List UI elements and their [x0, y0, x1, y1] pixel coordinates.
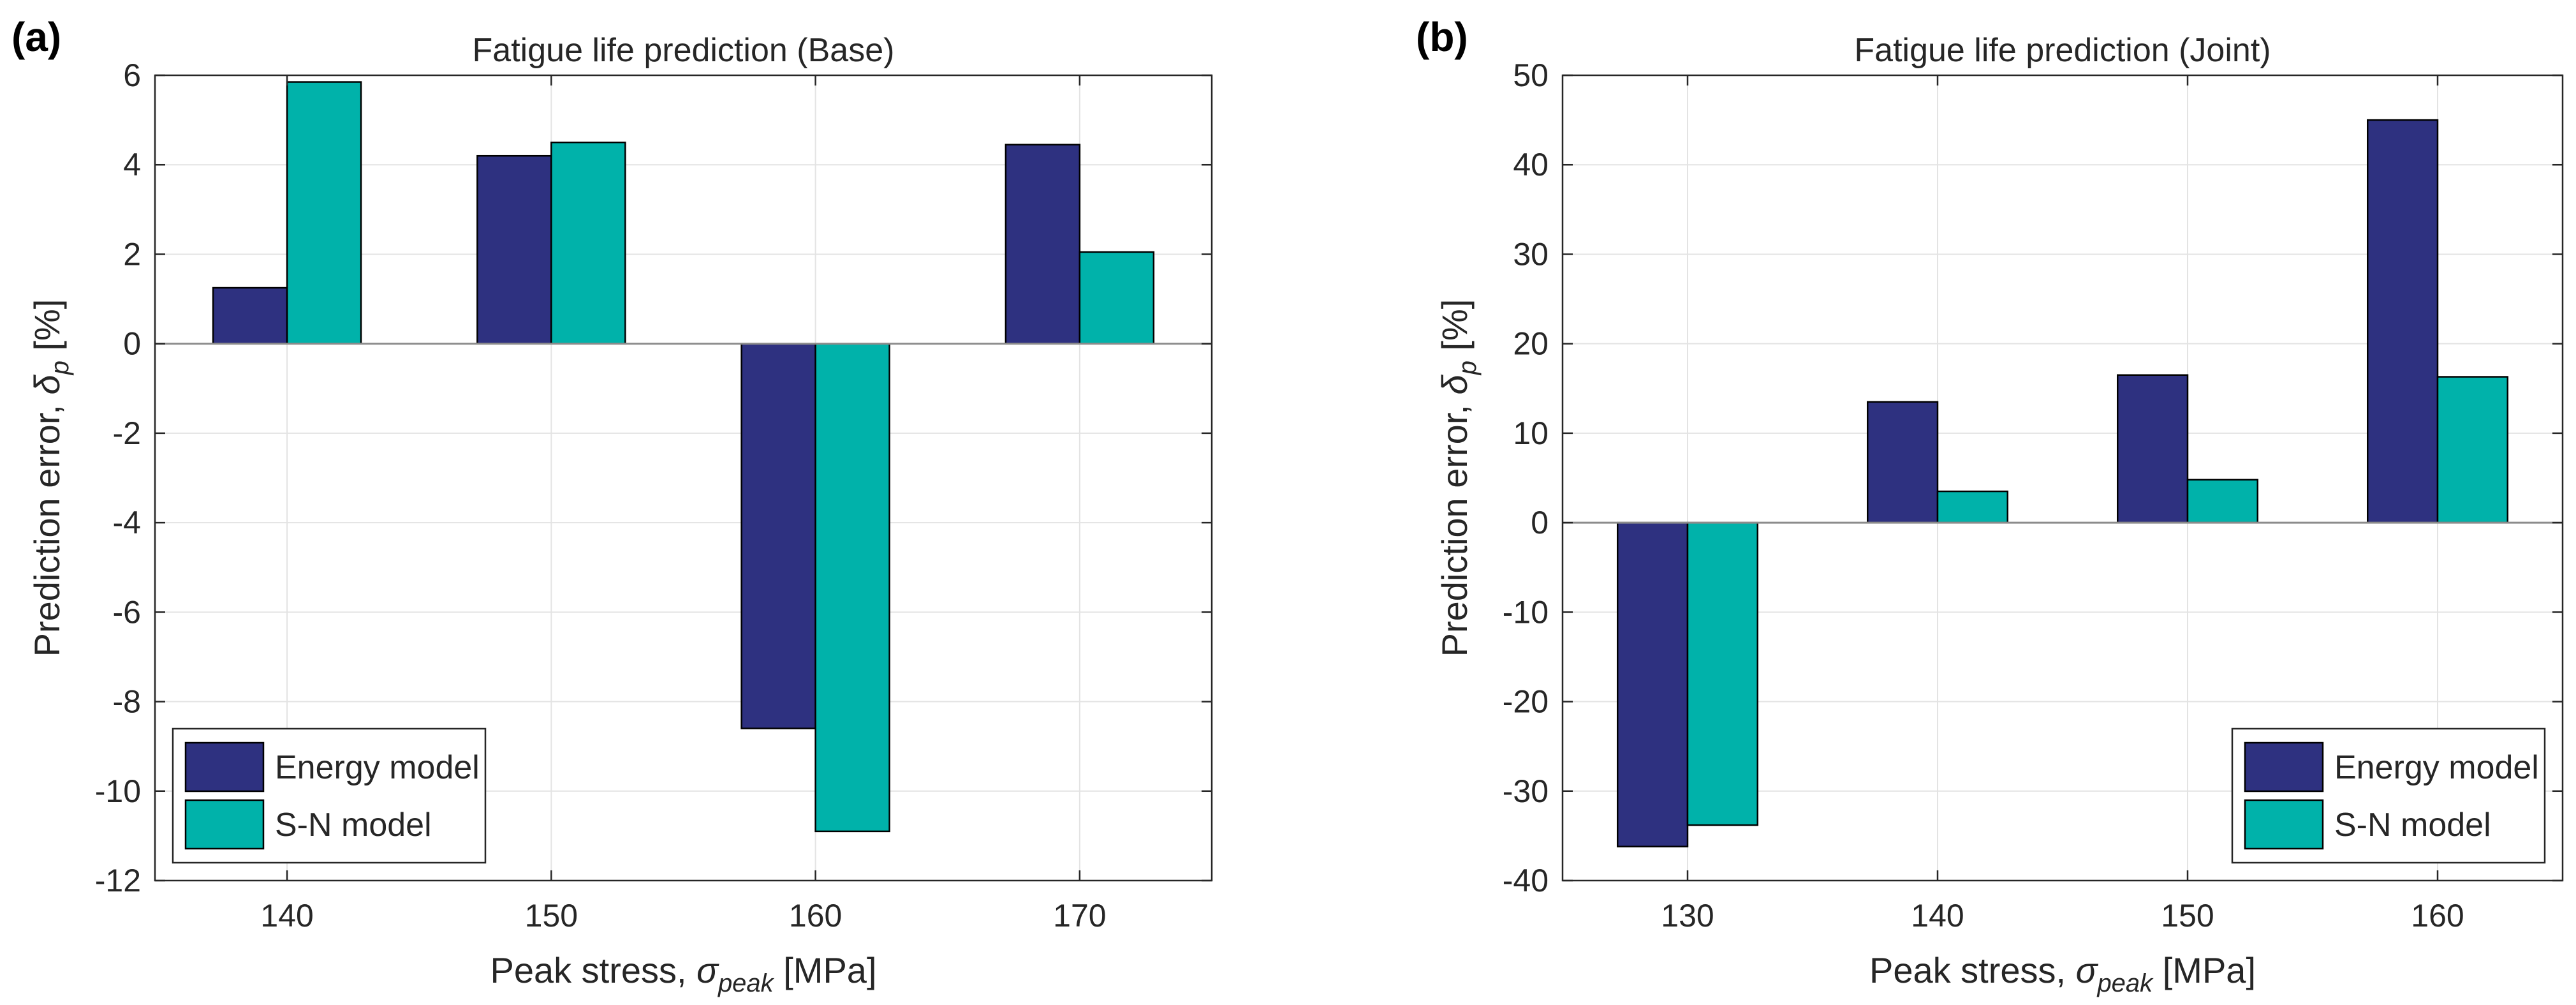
y-axis-label-unit: [%]: [1434, 299, 1475, 361]
legend: Energy model S-N model: [172, 727, 487, 864]
y-axis-label-text: Prediction error,: [27, 395, 67, 657]
y-tick-label: -20: [1503, 684, 1549, 720]
bar-s-n-model-150: [2186, 479, 2259, 524]
x-axis-label-symbol: σ: [2076, 950, 2099, 990]
y-axis-label: Prediction error, δp [%]: [27, 299, 74, 657]
bar-s-n-model-160: [2436, 376, 2509, 524]
y-axis-label-symbol: δ: [27, 375, 67, 395]
x-axis-label-text: Peak stress,: [1869, 950, 2076, 990]
y-axis-label: Prediction error, δp [%]: [1434, 299, 1482, 657]
y-tick-label: 6: [123, 57, 141, 93]
bar-energy-model-130: [1616, 521, 1689, 847]
x-axis-label: Peak stress, σpeak [MPa]: [490, 950, 876, 997]
x-tick-label: 150: [2161, 898, 2214, 934]
y-tick-label: 0: [123, 326, 141, 362]
x-axis-label-subscript: peak: [2096, 969, 2154, 997]
y-tick-label: -8: [113, 684, 141, 720]
x-tick-label: 140: [1911, 898, 1964, 934]
legend-swatch: [2244, 741, 2324, 793]
bar-s-n-model-160: [814, 343, 890, 833]
y-tick-label: -10: [95, 773, 141, 809]
y-tick-label: -2: [113, 415, 141, 451]
y-tick-label: 40: [1513, 147, 1549, 182]
bar-energy-model-140: [1866, 401, 1939, 524]
chart-title: Fatigue life prediction (Base): [473, 32, 895, 69]
legend-label: Energy model: [2334, 749, 2539, 786]
x-axis-label-text: Peak stress,: [490, 950, 696, 990]
legend-label: S-N model: [2334, 807, 2491, 844]
bar-energy-model-160: [2366, 119, 2439, 524]
x-axis-label-symbol: σ: [696, 950, 719, 990]
legend-swatch: [2244, 799, 2324, 850]
bar-energy-model-140: [212, 287, 288, 345]
x-axis-label: Peak stress, σpeak [MPa]: [1869, 950, 2256, 997]
bars: [212, 81, 1155, 833]
x-axis-label-unit: [MPa]: [774, 950, 877, 990]
axes-box: [154, 74, 1213, 882]
legend-swatch: [184, 799, 265, 850]
y-tick-label: 50: [1513, 57, 1549, 93]
bar-s-n-model-150: [550, 141, 626, 345]
chart-panel-1: (b) -40 -30 -20 -10 0 10 20 30 40 50 130 140 150 160 Fa…: [1416, 14, 2564, 997]
y-axis-label-symbol: δ: [1434, 375, 1475, 395]
y-tick-label: 4: [123, 147, 141, 182]
y-axis-label-subscript: p: [46, 361, 74, 375]
y-tick-label: 20: [1513, 326, 1549, 362]
chart-title: Fatigue life prediction (Joint): [1854, 32, 2271, 69]
y-tick-label: -40: [1503, 863, 1549, 898]
y-axis-label-unit: [%]: [27, 299, 67, 361]
legend: Energy model S-N model: [2231, 727, 2546, 864]
y-tick-label: -12: [95, 863, 141, 898]
panel-label: (b): [1416, 14, 1468, 60]
x-axis-label-unit: [MPa]: [2153, 950, 2256, 990]
bar-energy-model-170: [1005, 144, 1081, 345]
x-tick-label: 170: [1053, 898, 1106, 934]
y-axis-label-text: Prediction error,: [1434, 395, 1475, 657]
bar-s-n-model-170: [1078, 251, 1155, 345]
y-tick-label: -4: [113, 505, 141, 540]
legend-swatch: [184, 741, 265, 793]
chart-panel-0: (a) -12 -10 -8 -6 -4 -2 0 2 4 6 140 150 160 170 Fatigue…: [11, 14, 1213, 997]
bar-s-n-model-140: [286, 81, 362, 345]
x-tick-label: 130: [1661, 898, 1714, 934]
axes-box: [1561, 74, 2564, 882]
x-tick-label: 140: [260, 898, 313, 934]
bar-energy-model-150: [476, 154, 552, 345]
x-axis-label-subscript: peak: [718, 969, 775, 997]
legend-label: Energy model: [275, 749, 480, 786]
bar-energy-model-150: [2116, 374, 2189, 524]
bar-s-n-model-140: [1936, 490, 2009, 524]
y-axis-label-subscript: p: [1454, 361, 1482, 375]
y-tick-label: 2: [123, 236, 141, 272]
bar-s-n-model-130: [1686, 521, 1759, 826]
x-tick-label: 160: [789, 898, 842, 934]
bar-energy-model-160: [740, 343, 816, 729]
x-tick-label: 150: [525, 898, 578, 934]
y-tick-label: 10: [1513, 415, 1549, 451]
panel-label: (a): [11, 14, 61, 60]
y-tick-label: -6: [113, 594, 141, 630]
y-tick-label: -30: [1503, 773, 1549, 809]
y-tick-label: 30: [1513, 236, 1549, 272]
x-tick-label: 160: [2411, 898, 2464, 934]
y-tick-label: -10: [1503, 594, 1549, 630]
y-tick-label: 0: [1531, 505, 1549, 540]
legend-label: S-N model: [275, 807, 432, 844]
